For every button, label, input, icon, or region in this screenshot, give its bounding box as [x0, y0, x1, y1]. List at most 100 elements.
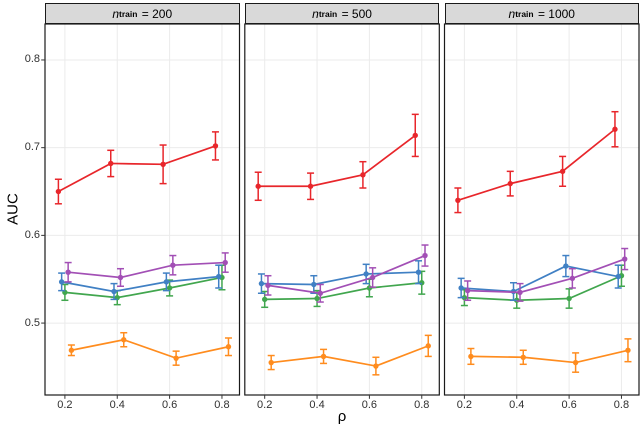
series-line: [57, 145, 216, 193]
data-point: [615, 273, 621, 280]
panel-border: [244, 23, 440, 396]
data-point: [415, 269, 422, 275]
panel-2-series-green: [261, 270, 426, 309]
facet-header: n train = 1000: [444, 3, 639, 24]
series-line: [61, 275, 219, 293]
x-tick-label: 0.4: [509, 399, 525, 411]
series-line: [457, 128, 616, 202]
data-point: [507, 180, 513, 187]
panel-3-series-purple: [464, 247, 629, 302]
panel-2-series-purple: [264, 244, 429, 303]
data-point: [212, 143, 219, 149]
data-point: [572, 359, 579, 366]
x-axis-ticks-panel-3: [463, 395, 622, 399]
panel-2-series-orange: [267, 334, 432, 376]
data-point: [121, 337, 127, 343]
x-tick-label: 0.8: [214, 399, 230, 411]
y-tick-label: 0.7: [24, 141, 40, 154]
data-point: [166, 285, 173, 291]
x-tick-label: 0.6: [561, 399, 577, 411]
x-tick-label: 0.4: [109, 399, 125, 411]
data-point: [160, 161, 166, 168]
data-point: [622, 256, 628, 262]
data-point: [425, 343, 431, 349]
data-point: [65, 269, 71, 275]
facet-subscript: train: [318, 8, 338, 19]
series-line: [264, 281, 422, 301]
gridlines-panel-1: [45, 24, 240, 395]
x-tick-label: 0.2: [257, 399, 273, 411]
x-tick-label: 0.6: [361, 399, 378, 411]
panel-1-series-blue: [58, 264, 223, 301]
data-point: [222, 259, 228, 266]
data-point: [468, 353, 474, 360]
data-point: [464, 287, 471, 294]
data-point: [265, 282, 271, 289]
facet-value: = 1000: [534, 6, 575, 21]
data-point: [520, 354, 526, 360]
data-point: [422, 252, 428, 259]
panel-3-series-blue: [457, 254, 622, 302]
data-point: [258, 280, 265, 287]
panel-1-series-purple: [64, 252, 229, 287]
data-point: [363, 271, 369, 277]
gridlines-panel-3: [444, 24, 639, 395]
data-point: [216, 273, 222, 280]
facet-var: n: [508, 6, 516, 21]
series-line: [64, 276, 223, 299]
x-axis-ticks-panel-2: [264, 395, 423, 399]
data-point: [458, 285, 464, 291]
x-tick-label: 0.2: [456, 399, 473, 411]
series-line: [470, 349, 629, 364]
y-tick-label: 0.5: [24, 316, 40, 329]
panel-3-series-red: [454, 110, 619, 214]
data-point: [559, 168, 566, 175]
data-point: [566, 295, 572, 302]
data-point: [569, 275, 576, 282]
panel-2-series-blue: [257, 260, 423, 295]
data-point: [307, 183, 314, 189]
panel-border: [443, 23, 640, 396]
facet-value: = 500: [338, 6, 372, 21]
panel-3-series-green: [460, 264, 625, 309]
x-tick-label: 0.8: [613, 399, 630, 411]
panel-1-series-orange: [67, 331, 232, 366]
data-point: [173, 355, 179, 361]
data-point: [612, 126, 618, 132]
data-point: [419, 280, 425, 286]
data-point: [320, 353, 327, 360]
x-axis-ticks-panel-1: [64, 395, 223, 399]
data-point: [225, 344, 232, 350]
data-point: [517, 289, 523, 296]
data-point: [108, 160, 114, 167]
data-point: [268, 359, 274, 366]
series-line: [261, 271, 419, 286]
panel-2-series-red: [254, 113, 419, 202]
data-point: [369, 274, 376, 281]
data-point: [255, 183, 261, 189]
x-tick-label: 0.4: [309, 399, 325, 411]
facet-var: n: [312, 6, 319, 21]
facet-var: n: [112, 6, 120, 21]
series-line: [71, 338, 229, 360]
data-point: [373, 363, 379, 369]
facet-header: n train = 500: [244, 3, 440, 24]
facet-subscript: train: [515, 8, 534, 19]
x-tick-label: 0.2: [57, 399, 73, 411]
y-tick-label: 0.8: [24, 53, 40, 66]
data-point: [68, 347, 75, 353]
x-axis-title: ρ: [337, 408, 347, 425]
series-line: [271, 345, 429, 367]
y-axis-title: AUC: [4, 193, 22, 225]
data-point: [170, 262, 176, 268]
data-point: [366, 285, 373, 291]
data-point: [111, 288, 117, 295]
gridlines-panel-2: [244, 24, 440, 395]
x-tick-label: 0.8: [414, 399, 430, 411]
data-point: [314, 295, 320, 302]
data-point: [261, 296, 268, 303]
data-point: [55, 188, 62, 195]
data-point: [360, 172, 366, 178]
